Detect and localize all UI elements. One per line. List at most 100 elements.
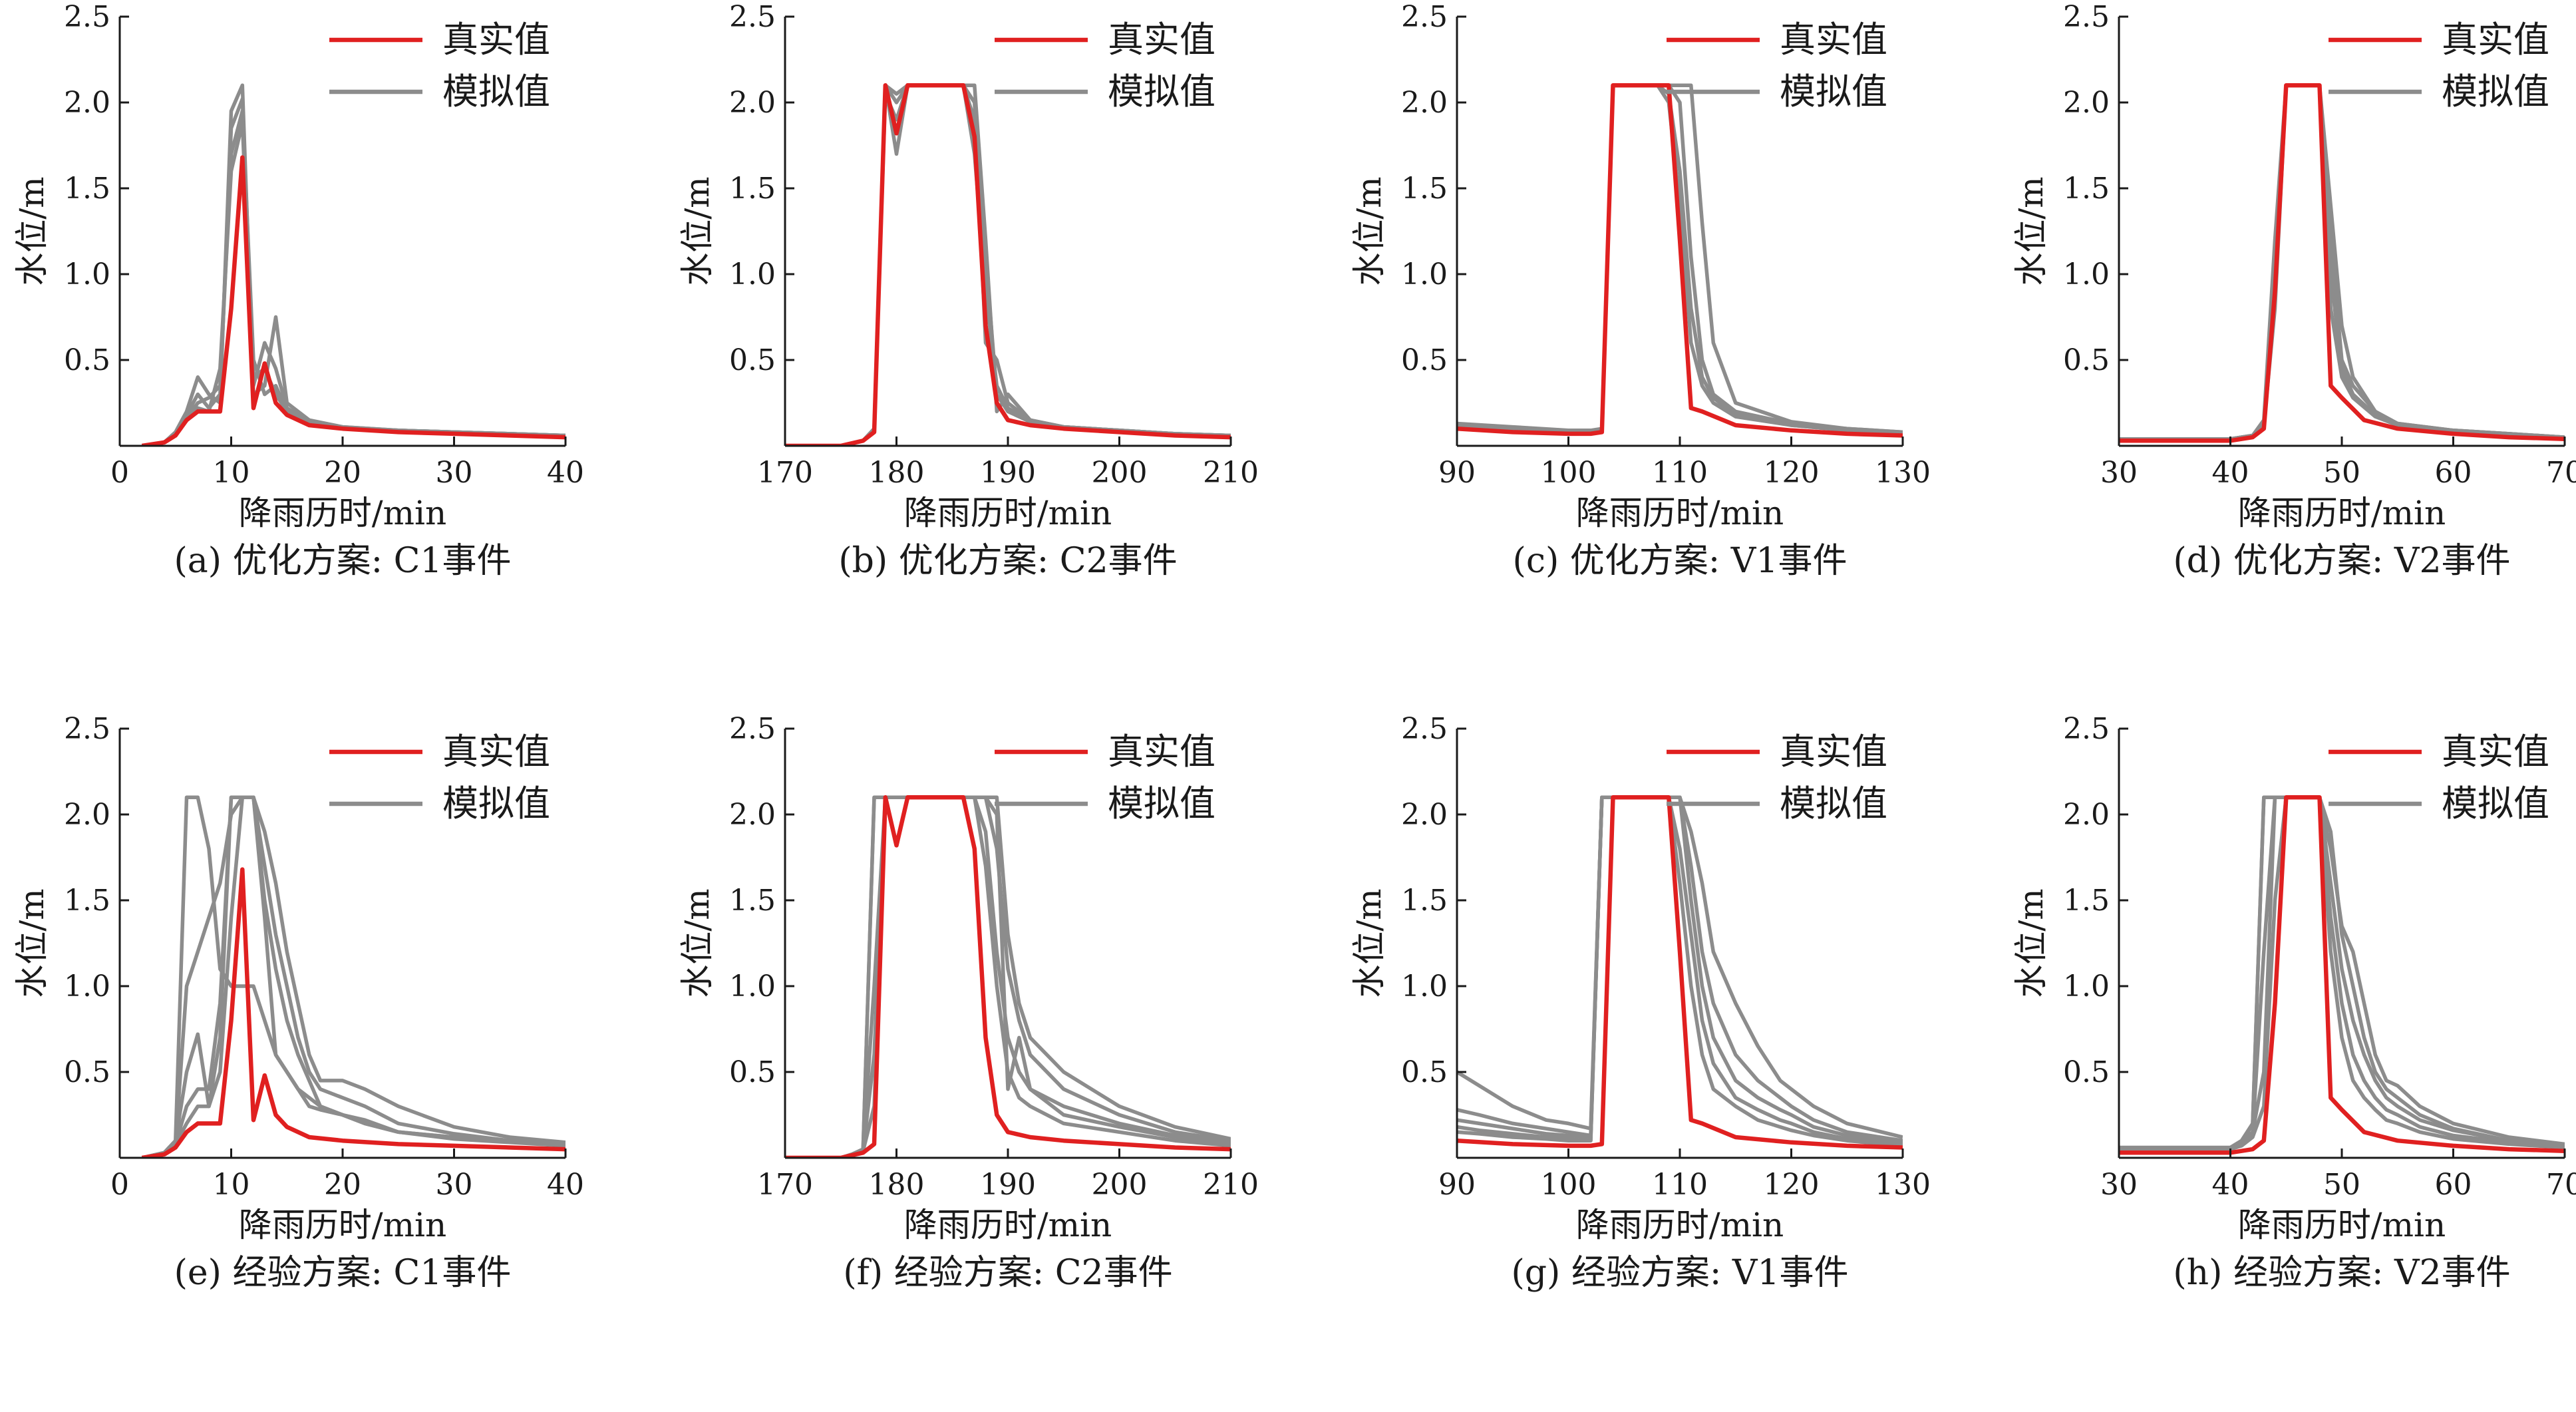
y-tick-label: 2.0: [1401, 798, 1448, 832]
sim-series-line-2: [2119, 83, 2565, 441]
x-tick-label: 30: [436, 456, 473, 490]
sim-series-line-2: [2119, 795, 2565, 1151]
y-tick-label: 2.0: [64, 86, 110, 120]
y-tick-label: 2.5: [64, 712, 110, 746]
x-tick-label: 10: [213, 456, 250, 490]
x-tick-label: 210: [1203, 1168, 1259, 1202]
x-tick-label: 30: [2100, 1168, 2138, 1202]
subplot-caption: (f) 经验方案: C2事件: [843, 1253, 1172, 1293]
y-tick-label: 2.0: [729, 798, 776, 832]
y-tick-label: 1.5: [729, 884, 776, 918]
y-tick-label: 1.0: [729, 970, 776, 1003]
subplot-e: 0 10 20 30 40 0.5 1.0 1.5 2.0 2.5 降雨历时/min 水位/m (e) …: [13, 712, 584, 1293]
true-series-line: [142, 155, 565, 446]
x-tick-label: 0: [110, 1168, 129, 1202]
subplot-caption: (c) 优化方案: V1事件: [1513, 541, 1848, 581]
x-tick-label: 70: [2546, 1168, 2576, 1202]
x-tick-label: 190: [980, 1168, 1036, 1202]
x-tick-label: 50: [2323, 1168, 2360, 1202]
y-axis-title: 水位/m: [1350, 176, 1388, 285]
sim-series-line-3: [141, 795, 565, 1158]
y-tick-label: 0.5: [64, 343, 110, 377]
y-tick-label: 0.5: [729, 343, 776, 377]
x-tick-label: 200: [1092, 1168, 1148, 1202]
legend-sim-label: 模拟值: [1108, 783, 1215, 824]
y-tick-label: 2.5: [729, 712, 776, 746]
y-tick-label: 1.5: [64, 172, 110, 206]
subplot-f: 170 180 190 200 210 0.5 1.0 1.5 2.0 2.5 降雨历时/min 水位…: [678, 712, 1259, 1293]
y-tick-label: 2.5: [1401, 0, 1448, 34]
y-tick-label: 1.0: [1401, 258, 1448, 291]
x-tick-label: 50: [2323, 456, 2360, 490]
sim-series-line-1: [142, 83, 565, 446]
sim-series-line-1: [2119, 83, 2565, 441]
legend-true-label: 真实值: [442, 19, 550, 61]
x-tick-label: 130: [1875, 1168, 1931, 1202]
subplot-a: 0 10 20 30 40 0.5 1.0 1.5 2.0 2.5 降雨历时/min 水位/m (a) …: [13, 0, 584, 581]
x-tick-label: 130: [1875, 456, 1931, 490]
sim-series-line-3: [2119, 83, 2565, 441]
x-tick-label: 60: [2435, 1168, 2472, 1202]
x-axis-title: 降雨历时/min: [2238, 494, 2446, 532]
x-axis-title: 降雨历时/min: [1576, 1206, 1784, 1244]
legend-true-label: 真实值: [1780, 19, 1887, 61]
x-tick-label: 40: [547, 456, 584, 490]
true-series-line: [785, 794, 1231, 1158]
x-tick-label: 100: [1541, 456, 1597, 490]
y-axis-title: 水位/m: [2012, 888, 2050, 997]
y-tick-label: 0.5: [64, 1055, 110, 1089]
y-axis-title: 水位/m: [678, 176, 717, 285]
x-tick-label: 20: [324, 1168, 361, 1202]
true-series-line: [2119, 794, 2565, 1155]
x-axis-title: 降雨历时/min: [904, 494, 1112, 532]
sim-series-line-2: [142, 97, 565, 446]
x-tick-label: 70: [2546, 456, 2576, 490]
y-tick-label: 0.5: [729, 1055, 776, 1089]
sim-series-line-4: [2119, 795, 2565, 1151]
x-tick-label: 20: [324, 456, 361, 490]
x-axis-title: 降雨历时/min: [239, 494, 446, 532]
x-tick-label: 170: [757, 456, 813, 490]
x-tick-label: 190: [980, 456, 1036, 490]
x-axis-title: 降雨历时/min: [1576, 494, 1784, 532]
true-series-line: [2119, 83, 2565, 443]
x-tick-label: 180: [869, 1168, 925, 1202]
sim-series-line-5: [141, 795, 565, 1158]
legend-sim-label: 模拟值: [442, 71, 550, 112]
true-series-line: [142, 867, 565, 1158]
sim-series-line-3: [1457, 795, 1903, 1145]
true-series-line: [1457, 794, 1903, 1150]
subplot-caption: (e) 经验方案: C1事件: [174, 1253, 512, 1293]
subplot-caption: (a) 优化方案: C1事件: [174, 541, 511, 581]
legend-sim-label: 模拟值: [1780, 71, 1887, 112]
true-series-line: [1457, 83, 1903, 438]
y-tick-label: 0.5: [2063, 1055, 2110, 1089]
subplot-g: 90 100 110 120 130 0.5 1.0 1.5 2.0 2.5 降雨历时/min 水位/…: [1350, 712, 1931, 1293]
x-axis-title: 降雨历时/min: [904, 1206, 1112, 1244]
y-axis-title: 水位/m: [678, 888, 717, 997]
x-tick-label: 40: [2212, 456, 2249, 490]
subplot-caption: (b) 优化方案: C2事件: [838, 541, 1177, 581]
y-tick-label: 1.5: [2063, 172, 2110, 206]
y-tick-label: 2.5: [729, 0, 776, 34]
y-tick-label: 1.0: [64, 970, 110, 1003]
y-tick-label: 1.0: [729, 258, 776, 291]
subplot-caption: (h) 经验方案: V2事件: [2173, 1253, 2510, 1293]
sim-series-line-3: [142, 109, 565, 446]
sim-series-line-2: [785, 83, 1231, 446]
legend-true-label: 真实值: [442, 731, 550, 773]
y-axis-title: 水位/m: [2012, 176, 2050, 285]
x-tick-label: 40: [547, 1168, 584, 1202]
y-tick-label: 0.5: [1401, 343, 1448, 377]
legend-true-label: 真实值: [2442, 19, 2549, 61]
subplot-h: 30 40 50 60 70 0.5 1.0 1.5 2.0 2.5 降雨历时/min 水位/m (h)…: [2012, 712, 2576, 1293]
y-tick-label: 1.0: [2063, 970, 2110, 1003]
x-axis-title: 降雨历时/min: [2238, 1206, 2446, 1244]
y-tick-label: 0.5: [2063, 343, 2110, 377]
x-tick-label: 110: [1652, 1168, 1708, 1202]
y-tick-label: 1.0: [2063, 258, 2110, 291]
y-tick-label: 1.5: [1401, 884, 1448, 918]
x-tick-label: 100: [1541, 1168, 1597, 1202]
y-tick-label: 2.5: [64, 0, 110, 34]
x-tick-label: 40: [2212, 1168, 2249, 1202]
